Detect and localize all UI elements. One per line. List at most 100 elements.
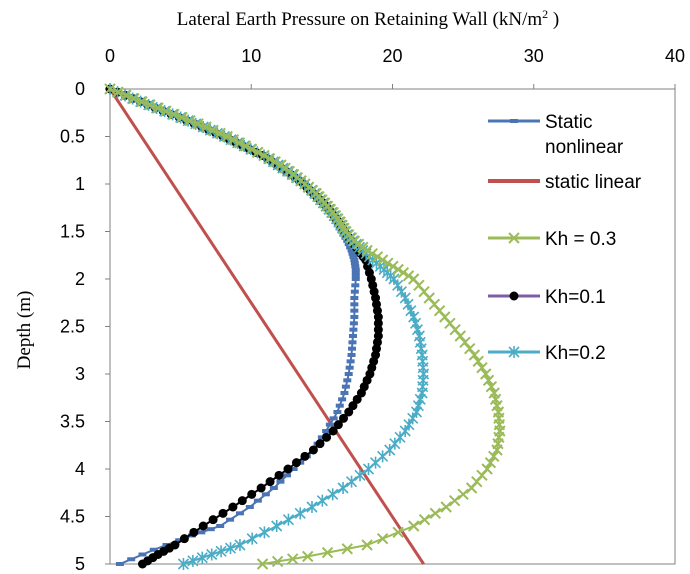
legend-marker [508,232,520,244]
legend-entry-static-linear: static linear [488,172,642,193]
data-point-kh-0-3 [341,543,354,555]
data-point-kh-0-1 [333,420,343,430]
data-point-kh-0-3 [366,247,378,260]
data-point-kh-0-3 [464,342,476,355]
data-point-kh-0-2 [399,425,411,437]
data-point-kh-0-3 [104,83,116,95]
data-point-kh-0-2 [394,431,406,444]
x-tick-label: 10 [241,46,261,66]
data-point-kh-0-3 [184,114,196,127]
data-point-kh-0-3 [480,368,492,380]
data-point-kh-0-3 [476,361,488,374]
data-point-kh-0-2 [282,513,295,526]
data-point-kh-0-3 [192,118,204,130]
legend-label: Static [545,112,593,133]
data-point-kh-0-1 [373,318,383,328]
data-point-kh-0-1 [137,559,147,569]
data-point-kh-0-3 [144,99,156,111]
data-point-kh-0-2 [206,548,218,561]
y-axis-title: Depth (m) [14,291,35,370]
y-tick-label: 1 [75,174,85,194]
data-point-kh-0-3 [239,140,252,152]
data-point-kh-0-3 [482,374,495,387]
data-point-kh-0-3 [491,444,503,456]
legend-entry-kh-0-2: Kh=0.2 [488,343,606,364]
legend-marker [509,291,519,301]
data-point-kh-0-1 [308,445,318,455]
data-point-kh-0-1 [218,508,228,518]
series-line-kh-0-3 [109,88,501,565]
data-point-kh-0-2 [187,554,199,567]
data-point-kh-0-3 [387,260,399,273]
data-point-kh-0-1 [291,458,301,468]
data-point-kh-0-1 [356,388,366,398]
data-point-kh-0-3 [256,558,269,570]
data-point-kh-0-3 [392,526,404,539]
data-point-kh-0-3 [214,127,226,140]
data-point-kh-0-2 [345,475,358,488]
data-point-kh-0-3 [392,263,404,276]
legend-entry-kh-0-3: Kh = 0.3 [488,229,616,250]
y-tick-label: 1.5 [60,222,85,242]
y-tick-label: 0 [75,79,85,99]
data-point-kh-0-3 [371,251,384,263]
data-point-kh-0-3 [465,482,478,494]
data-point-kh-0-1 [373,312,383,322]
data-point-kh-0-3 [136,95,148,108]
legend-entry-static-nonlinear: Static nonlinear [488,112,624,158]
data-point-kh-0-3 [120,89,132,102]
data-point-kh-0-3 [485,380,498,393]
data-point-kh-0-3 [361,539,373,551]
x-axis-title: Lateral Earth Pressure on Retaining Wall… [177,7,559,30]
data-point-kh-0-3 [457,488,469,501]
data-point-kh-0-3 [152,102,164,114]
data-point-kh-0-3 [440,501,452,513]
y-tick-label: 2 [75,269,85,289]
data-point-kh-0-2 [384,444,396,456]
data-point-kh-0-3 [168,108,180,121]
data-point-kh-0-3 [227,133,240,146]
legend-label: Kh=0.1 [545,287,606,308]
legend-label: Kh = 0.3 [545,229,616,250]
data-point-kh-0-3 [112,86,124,98]
data-point-kh-0-2 [306,501,318,513]
data-point-kh-0-2 [271,520,283,532]
data-point-kh-0-3 [472,355,484,368]
data-point-kh-0-1 [300,451,310,461]
data-point-kh-0-3 [488,450,500,463]
data-point-kh-0-3 [176,111,188,124]
data-point-kh-0-3 [468,349,481,361]
data-point-kh-0-2 [337,482,349,494]
y-tick-label: 5 [75,554,85,574]
data-point-kh-0-3 [258,149,270,162]
data-point-kh-0-2 [362,463,375,475]
data-point-kh-0-2 [196,551,208,564]
y-tick-label: 3 [75,364,85,384]
data-point-kh-0-2 [234,539,246,551]
data-point-kh-0-2 [177,558,190,570]
data-point-kh-0-3 [200,121,212,133]
data-point-kh-0-1 [344,407,354,417]
data-point-kh-0-3 [376,532,389,545]
data-point-kh-0-1 [247,489,257,499]
data-point-kh-0-1 [328,426,338,436]
data-point-kh-0-1 [198,521,208,531]
data-point-kh-0-3 [382,257,394,269]
data-point-kh-0-3 [454,330,467,342]
y-tick-label: 2.5 [60,317,85,337]
data-point-kh-0-1 [179,534,189,544]
data-point-kh-0-1 [237,496,247,506]
data-point-kh-0-3 [321,546,334,559]
data-point-kh-0-2 [294,507,306,520]
legend-label: Kh=0.2 [545,343,606,364]
data-point-kh-0-2 [258,526,270,539]
legend-entry-kh-0-1: Kh=0.1 [488,287,606,308]
data-point-kh-0-3 [246,143,258,155]
data-point-kh-0-2 [316,494,328,507]
data-point-kh-0-1 [228,502,238,512]
data-point-kh-0-3 [271,555,284,568]
data-point-kh-0-3 [160,105,172,117]
data-point-kh-0-3 [361,244,373,257]
data-point-kh-0-1 [208,515,218,525]
data-point-kh-0-3 [207,124,219,136]
